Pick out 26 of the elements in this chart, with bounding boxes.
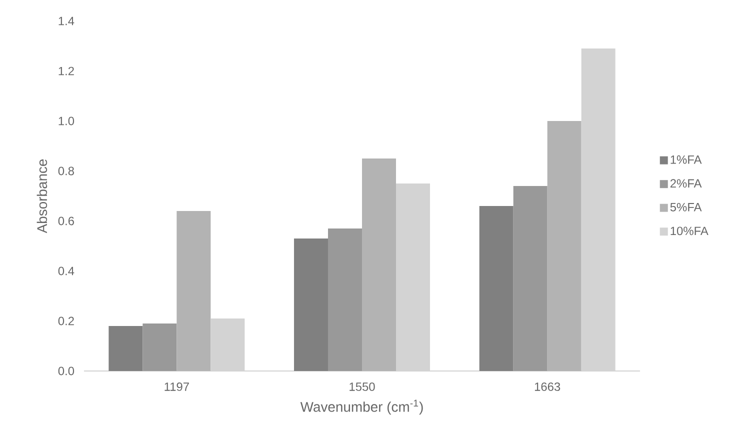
x-tick-label: 1550 <box>350 382 375 391</box>
legend-label: 5%FA <box>670 202 702 212</box>
y-tick-label: 1.2 <box>58 66 74 76</box>
y-tick-label: 0.4 <box>58 266 74 276</box>
y-tick-label: 1.0 <box>58 116 74 126</box>
bar <box>547 120 582 371</box>
legend-label: 2%FA <box>670 179 702 188</box>
bar <box>142 323 177 371</box>
y-tick-label: 0.2 <box>58 316 74 326</box>
bar <box>328 228 362 371</box>
legend-label: 10%FA <box>670 226 708 236</box>
y-tick-label: 0.6 <box>58 216 74 226</box>
bar <box>362 158 396 371</box>
bar <box>479 206 514 371</box>
bar <box>294 238 328 371</box>
bar <box>176 210 211 371</box>
y-tick-label: 0.0 <box>58 366 74 376</box>
bar <box>108 326 143 371</box>
y-tick-label: 1.4 <box>58 16 74 26</box>
x-tick-label: 1197 <box>164 382 189 391</box>
bar <box>513 186 548 371</box>
legend-label: 1%FA <box>670 155 702 164</box>
x-axis-title: Wavenumber (cm$^{-1}$) <box>300 400 423 415</box>
y-tick-label: 0.8 <box>58 166 74 176</box>
y-axis-title: Absorbance <box>36 159 48 234</box>
x-tick-label: 1663 <box>534 382 560 391</box>
